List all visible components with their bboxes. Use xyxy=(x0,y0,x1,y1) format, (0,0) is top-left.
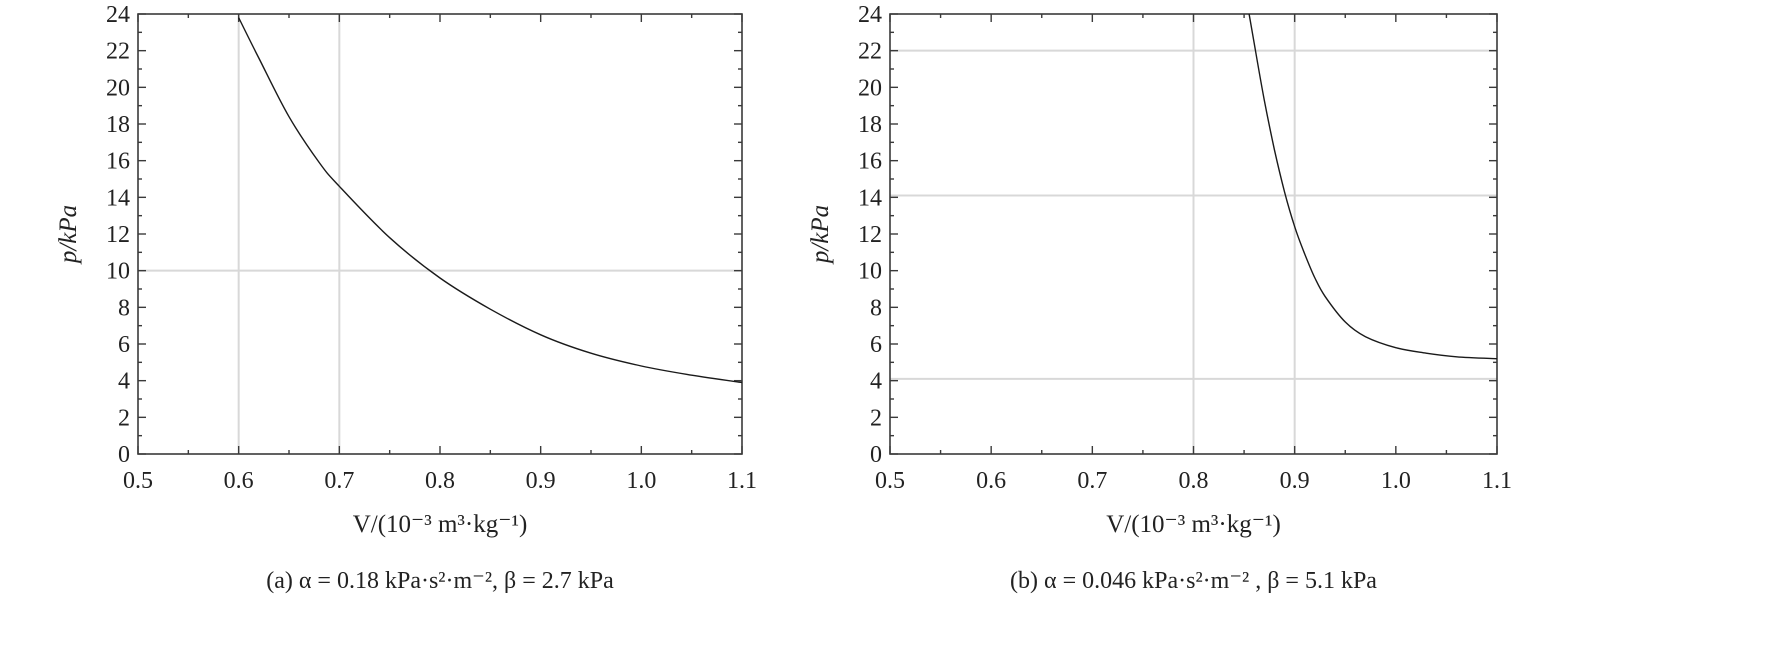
y-tick-label: 20 xyxy=(106,75,130,101)
y-tick-label: 22 xyxy=(106,39,130,65)
y-tick-label: 10 xyxy=(106,259,130,285)
y-tick-label: 0 xyxy=(118,442,130,468)
y-tick-label: 8 xyxy=(118,295,130,321)
gridlines xyxy=(138,14,742,454)
x-tick-label: 1.0 xyxy=(626,468,656,494)
y-tick-label: 10 xyxy=(858,259,882,285)
y-axis-label: p/kPa xyxy=(55,205,82,265)
y-tick-label: 24 xyxy=(106,2,130,28)
y-tick-label: 6 xyxy=(870,332,882,358)
x-tick-label: 1.1 xyxy=(727,468,757,494)
y-tick-label: 14 xyxy=(106,185,130,211)
x-tick-label: 0.5 xyxy=(875,468,905,494)
y-tick-label: 14 xyxy=(858,185,882,211)
y-tick-label: 4 xyxy=(118,369,130,395)
y-tick-label: 8 xyxy=(870,295,882,321)
x-tick-label: 0.7 xyxy=(324,468,354,494)
y-tick-label: 12 xyxy=(106,222,130,248)
series-line xyxy=(1248,13,1498,360)
x-tick-label: 0.7 xyxy=(1077,468,1107,494)
x-tick-label: 1.0 xyxy=(1381,468,1411,494)
x-tick-label: 1.1 xyxy=(1482,468,1512,494)
x-axis-label: V/(10⁻³ m³·kg⁻¹) xyxy=(1106,511,1281,538)
y-tick-label: 12 xyxy=(858,222,882,248)
y-tick-label: 0 xyxy=(870,442,882,468)
panel-caption: (a) α = 0.18 kPa·s²·m⁻², β = 2.7 kPa xyxy=(266,568,614,594)
panel-caption: (b) α = 0.046 kPa·s²·m⁻² , β = 5.1 kPa xyxy=(1010,568,1377,594)
y-tick-label: 22 xyxy=(858,39,882,65)
y-tick-label: 18 xyxy=(858,112,882,138)
x-tick-label: 0.8 xyxy=(425,468,455,494)
y-tick-label: 4 xyxy=(870,369,882,395)
plot-frame xyxy=(137,13,743,455)
y-tick-label: 6 xyxy=(118,332,130,358)
y-tick-label: 20 xyxy=(858,75,882,101)
y-tick-label: 2 xyxy=(870,405,882,431)
y-tick-label: 24 xyxy=(858,2,882,28)
y-tick-label: 16 xyxy=(858,149,882,175)
x-tick-label: 0.8 xyxy=(1179,468,1209,494)
y-tick-label: 16 xyxy=(106,149,130,175)
series-line xyxy=(238,17,743,384)
x-tick-label: 0.9 xyxy=(1280,468,1310,494)
y-tick-label: 18 xyxy=(106,112,130,138)
gridlines xyxy=(890,14,1497,454)
y-tick-label: 2 xyxy=(118,405,130,431)
x-tick-label: 0.6 xyxy=(224,468,254,494)
x-tick-label: 0.9 xyxy=(526,468,556,494)
x-tick-label: 0.5 xyxy=(123,468,153,494)
x-axis-label: V/(10⁻³ m³·kg⁻¹) xyxy=(353,511,528,538)
x-tick-label: 0.6 xyxy=(976,468,1006,494)
y-axis-label: p/kPa xyxy=(807,205,834,265)
